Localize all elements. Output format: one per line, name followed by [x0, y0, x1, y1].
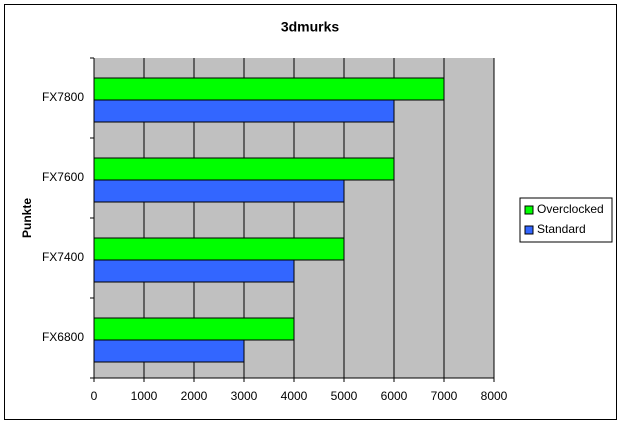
x-tick-label: 7000	[431, 389, 458, 403]
y-tick-label: FX7600	[42, 170, 84, 184]
x-tick-label: 3000	[231, 389, 258, 403]
bar	[93, 317, 295, 341]
x-tick-label: 0	[91, 389, 98, 403]
y-tick-label: FX7800	[42, 90, 84, 104]
bar	[93, 157, 395, 181]
legend-swatch	[524, 225, 534, 235]
bar	[93, 99, 395, 123]
x-tick-label: 6000	[381, 389, 408, 403]
legend-label: Overclocked	[537, 202, 604, 216]
bar	[93, 77, 445, 101]
x-tick-label: 5000	[331, 389, 358, 403]
y-tick-label: FX6800	[42, 330, 84, 344]
y-tick-label: FX7400	[42, 250, 84, 264]
legend-box	[519, 197, 613, 243]
bar	[93, 179, 345, 203]
y-axis-label: Punkte	[20, 198, 34, 238]
chart-title: 3dmurks	[281, 19, 340, 35]
x-tick-label: 1000	[131, 389, 158, 403]
bar	[93, 259, 295, 283]
x-tick-label: 2000	[181, 389, 208, 403]
legend-label: Standard	[537, 222, 586, 236]
x-tick-label: 8000	[481, 389, 508, 403]
x-tick-label: 4000	[281, 389, 308, 403]
bar	[93, 237, 345, 261]
legend-swatch	[524, 205, 534, 215]
bar	[93, 339, 245, 363]
